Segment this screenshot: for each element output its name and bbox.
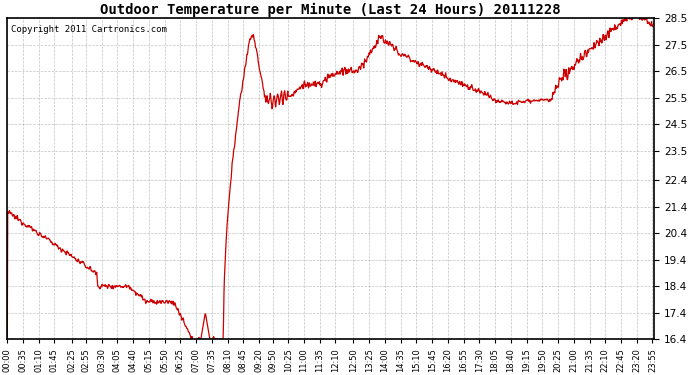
Title: Outdoor Temperature per Minute (Last 24 Hours) 20111228: Outdoor Temperature per Minute (Last 24 … bbox=[101, 3, 561, 17]
Text: Copyright 2011 Cartronics.com: Copyright 2011 Cartronics.com bbox=[10, 24, 166, 33]
